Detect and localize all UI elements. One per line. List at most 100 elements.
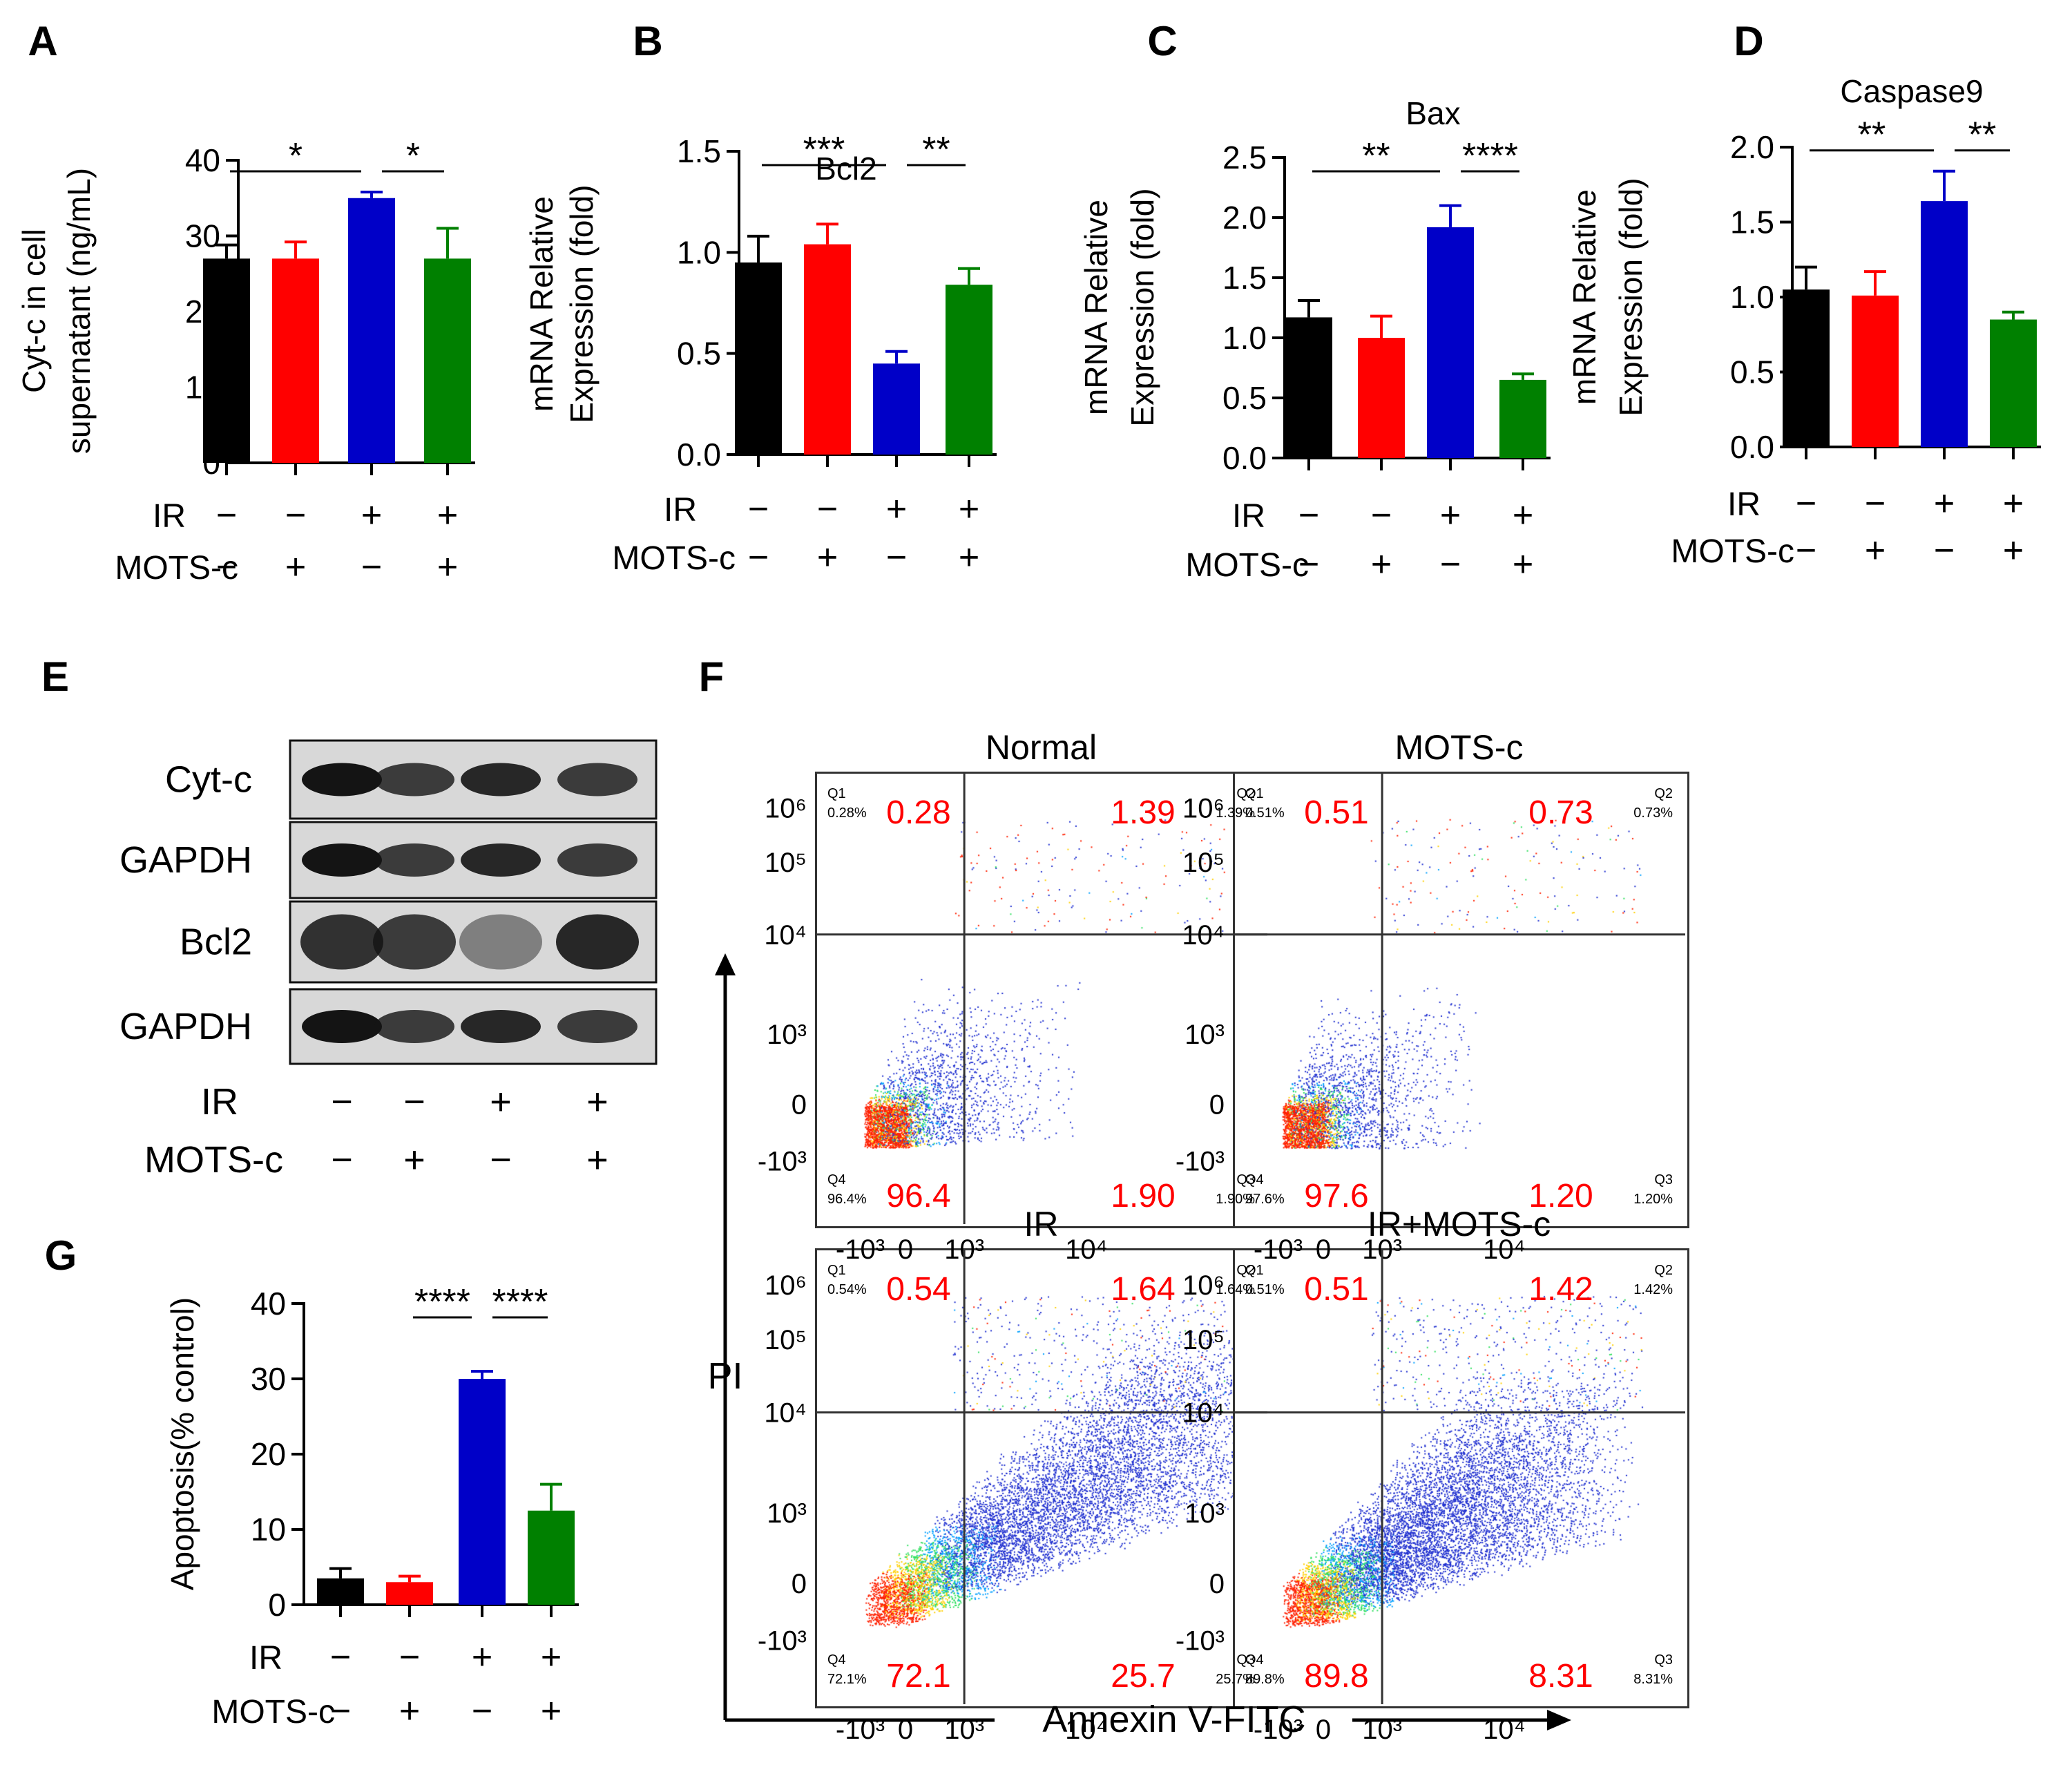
q2-small: 1.39% xyxy=(1216,805,1255,821)
mots-sign-3: − xyxy=(1934,531,1955,571)
q3-small: 1.90% xyxy=(1216,1192,1255,1207)
band-label: GAPDH xyxy=(119,839,252,881)
ir-sign-3: + xyxy=(1934,484,1955,524)
bar-4 xyxy=(1499,379,1546,458)
mots-sign-4: + xyxy=(959,537,979,578)
y-tick-label: 1.5 xyxy=(677,133,721,169)
chart-title: Bcl2 xyxy=(815,151,876,187)
y-tick-label: 0 xyxy=(1209,1569,1225,1599)
q2-value: 0.73 xyxy=(1528,794,1593,831)
sig-label: **** xyxy=(414,1282,470,1322)
blot-band xyxy=(557,763,637,796)
blot-row-4 xyxy=(289,988,658,1065)
mots-sign-4: + xyxy=(437,547,458,587)
y-tick-label: 1.0 xyxy=(677,234,721,270)
blot-band xyxy=(461,1010,541,1043)
sig-label: **** xyxy=(492,1282,548,1322)
x-tick-label: 0 xyxy=(898,1234,913,1265)
y-tick-label: -10³ xyxy=(1176,1146,1225,1176)
y-tick-label: 0 xyxy=(1209,1089,1225,1120)
y-tick-label: 1.5 xyxy=(1222,260,1267,296)
bar-chart-d: 0.0 0.5 1.0 1.5 2.0 − − − + + − + + ** ** Caspase9 DmRNA… xyxy=(1566,18,2041,571)
q3-small: 1.20% xyxy=(1633,1192,1673,1207)
ir-sign-3: + xyxy=(886,489,907,529)
mots-sign-2: + xyxy=(817,537,838,578)
x-axis-arrowhead xyxy=(1547,1710,1571,1730)
ir-sign-2: − xyxy=(399,1637,420,1677)
q2-small: 0.73% xyxy=(1633,805,1673,821)
mots-sign-1: − xyxy=(331,1139,353,1181)
mots-sign-4: + xyxy=(586,1139,608,1181)
x-tick-label: -10³ xyxy=(1254,1715,1303,1745)
y-tick-label: -10³ xyxy=(758,1146,807,1176)
blot-band xyxy=(557,843,637,877)
ir-sign-1: − xyxy=(748,489,769,529)
q3-value: 1.90 xyxy=(1111,1178,1175,1214)
y-tick-label: 40 xyxy=(185,142,220,178)
band-label: Cyt-c xyxy=(165,759,252,801)
mots-sign-1: − xyxy=(748,537,769,578)
y-tick-label: 0 xyxy=(792,1569,807,1599)
y-tick-label: 10 xyxy=(251,1511,286,1547)
y-tick-label: 0 xyxy=(268,1587,286,1623)
blot-band xyxy=(374,843,454,877)
flow-plot-bg-2 xyxy=(1233,772,1689,1228)
ir-sign-4: + xyxy=(959,489,979,529)
bar-1 xyxy=(1285,317,1332,458)
y-axis-label: Expression (fold) xyxy=(1124,188,1160,426)
y-tick-label: 10⁶ xyxy=(765,793,807,823)
bar-1 xyxy=(317,1578,364,1605)
q3-small: 25.7% xyxy=(1216,1672,1255,1687)
y-tick-label: 40 xyxy=(251,1286,286,1322)
blot-band xyxy=(461,843,541,877)
blot-band xyxy=(300,914,383,970)
blot-row-1 xyxy=(289,739,658,820)
ir-sign-4: + xyxy=(541,1637,562,1677)
y-axis-label: mRNA Relative xyxy=(1078,200,1114,415)
bar-1 xyxy=(1783,289,1830,447)
ir-sign-4: + xyxy=(2003,484,2024,524)
y-axis-label: mRNA Relative xyxy=(1566,189,1602,405)
flow-plot-bg-3 xyxy=(815,1248,1272,1708)
sig-label: ** xyxy=(1858,115,1886,155)
sig-label: *** xyxy=(803,130,845,170)
y-tick-label: 10⁶ xyxy=(1182,1270,1225,1301)
ir-sign-3: + xyxy=(490,1081,512,1123)
q4-name: Q4 xyxy=(827,1172,846,1187)
x-tick-label: 0 xyxy=(898,1715,913,1745)
blot-band xyxy=(302,763,382,796)
flow-plot-bg-1 xyxy=(815,772,1272,1228)
blot-band xyxy=(556,914,639,970)
blot-band xyxy=(302,843,382,877)
sig-label: ** xyxy=(1362,136,1390,176)
q4-small: 96.4% xyxy=(827,1192,867,1207)
mots-sign-3: − xyxy=(472,1691,492,1731)
flow-density-2 xyxy=(1235,774,1687,1226)
flow-plot-bg-4 xyxy=(1233,1248,1689,1708)
chart-title: Caspase9 xyxy=(1840,73,1983,109)
y-axis-label: Apoptosis(% control) xyxy=(164,1297,200,1590)
y-axis-label: Expression (fold) xyxy=(564,184,599,423)
q1-value: 0.51 xyxy=(1304,794,1368,831)
mots-sign-1: − xyxy=(1796,531,1816,571)
panel-label: F xyxy=(699,653,725,700)
y-tick-label: 10⁴ xyxy=(1182,920,1225,951)
flow-plot-3: IR 0.54 1.64 25.7 72.1 Q1 0.54% Q2 1.64% Q3 25.7% Q… xyxy=(758,1205,1267,1745)
q2-value: 1.39 xyxy=(1111,794,1175,831)
x-tick-label: 10⁴ xyxy=(1065,1234,1108,1265)
q3-name: Q3 xyxy=(1654,1652,1673,1668)
y-tick-label: 1.0 xyxy=(1730,279,1774,315)
blot-band xyxy=(302,1010,382,1043)
band-label: Bcl2 xyxy=(180,922,252,963)
y-axis-label: Expression (fold) xyxy=(1613,178,1649,416)
flow-density-1 xyxy=(817,774,1269,1226)
bar-4 xyxy=(424,258,471,463)
mots-sign-1: − xyxy=(216,547,237,587)
ir-sign-3: + xyxy=(472,1637,492,1677)
y-tick-label: 10³ xyxy=(767,1020,807,1050)
mots-row-label: MOTS-c xyxy=(115,550,238,586)
